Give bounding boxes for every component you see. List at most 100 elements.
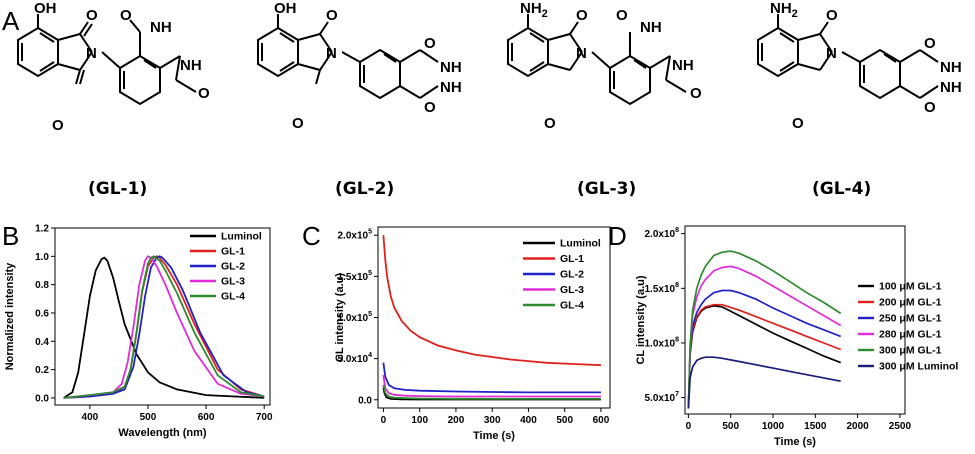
gl4-nh1: NH	[940, 59, 962, 76]
x-tick-label: 500	[556, 415, 573, 426]
x-tick-label: 0	[381, 415, 387, 426]
compound-label-gl-2: (GL-2)	[335, 179, 394, 199]
y-tick-label: 1.2	[35, 224, 49, 235]
legend-label: Luminol	[560, 238, 601, 250]
y-tick-label: 5.0x104	[338, 352, 373, 365]
gl4-o-top: O	[826, 7, 838, 24]
series-line-4	[382, 374, 601, 398]
gl1-o-ring2: O	[198, 85, 210, 102]
legend-label: GL-4	[221, 291, 245, 303]
gl4-nh2: NH	[940, 79, 962, 96]
x-axis-label: Wavelength (nm)	[118, 427, 207, 439]
gl2-o-1: O	[424, 35, 436, 52]
gl3-o-ring: O	[616, 7, 628, 24]
x-tick-label: 300	[484, 415, 501, 426]
gl1-o-top: O	[86, 7, 98, 24]
structure-gl-3: NH2 O O N O NH NH O	[507, 0, 702, 132]
series-line-2	[687, 303, 842, 409]
gl1-substituent: OH	[34, 0, 57, 17]
legend-label: 300 μM GL-1	[879, 345, 942, 357]
gl4-o-2: O	[924, 99, 936, 116]
series-line-5	[63, 255, 265, 399]
plot-frame	[684, 225, 906, 415]
gl1-nh1: NH	[150, 19, 172, 36]
y-tick-label: 2.0x108	[645, 227, 680, 240]
compound-label-gl-4: (GL-4)	[812, 179, 871, 199]
gl4-n: N	[826, 45, 837, 62]
structure-gl-1: OH O O N O NH NH O	[17, 0, 210, 134]
chart-b-emission-spectra: 400 500 600 700 0.0 0.2 0.4 0.6 0.8 1.0 1.2 Wavelen…	[4, 224, 273, 440]
x-tick-label: 600	[593, 415, 610, 426]
x-tick-label: 700	[256, 412, 273, 423]
series-line-4	[687, 265, 842, 409]
gl3-o-top: O	[576, 7, 588, 24]
gl4-substituent: NH2	[770, 0, 798, 20]
gl1-nh2: NH	[180, 57, 202, 74]
x-tick-label: 100	[411, 415, 428, 426]
plot-frame	[54, 227, 271, 406]
structure-gl-2: OH O O N O O NH NH	[257, 0, 462, 132]
series-line-3	[382, 362, 601, 394]
gl1-o-bottom: O	[52, 117, 64, 134]
legend-label: GL-4	[560, 300, 584, 312]
legend-label: 280 μM GL-1	[879, 329, 942, 341]
x-tick-label: 1500	[804, 421, 827, 432]
chart-c-cl-kinetics: 0 100 200 300 400 500 600 0.0 5.0x104 1.0x105 1.5x…	[334, 226, 611, 442]
x-tick-label: 600	[198, 412, 215, 423]
gl2-nh1: NH	[440, 59, 462, 76]
legend-label: GL-3	[560, 284, 584, 296]
y-tick-label: 0.0	[35, 393, 49, 404]
compound-label-gl-1: (GL-1)	[88, 179, 147, 199]
y-tick-label: 1.5x105	[338, 270, 373, 283]
x-tick-label: 2000	[846, 421, 869, 432]
legend-label: 300 μM Luminol	[879, 361, 958, 373]
gl3-o-bottom: O	[544, 115, 556, 132]
y-tick-label: 1.0	[35, 252, 49, 263]
gl2-o-2: O	[424, 99, 436, 116]
gl3-substituent: NH2	[520, 0, 548, 20]
x-tick-label: 500	[722, 421, 739, 432]
y-tick-label: 2.0x105	[338, 229, 373, 242]
gl3-o-ring2: O	[690, 85, 702, 102]
gl1-o-ring: O	[120, 7, 132, 24]
y-tick-label: 5.0x107	[645, 391, 680, 404]
chart-d-cl-concentration: 0 500 1000 1500 2000 2500 5.0x107 1.0x108 1.5x10…	[635, 225, 958, 448]
x-tick-label: 500	[140, 412, 157, 423]
y-tick-label: 0.8	[35, 280, 49, 291]
series-line-2	[382, 235, 601, 367]
gl2-o-top: O	[326, 7, 338, 24]
x-axis-label: Time (s)	[473, 430, 515, 442]
x-tick-label: 200	[448, 415, 465, 426]
legend-label: GL-2	[560, 269, 584, 281]
x-tick-label: 400	[520, 415, 537, 426]
x-tick-label: 400	[82, 412, 99, 423]
legend-label: 200 μM GL-1	[879, 297, 942, 309]
y-tick-label: 0.4	[35, 337, 49, 348]
y-tick-label: 1.0x105	[338, 311, 373, 324]
gl2-substituent: OH	[274, 0, 297, 17]
gl4-o-1: O	[924, 35, 936, 52]
panel-letter-b: B	[2, 221, 19, 251]
legend-label: Luminol	[221, 231, 262, 243]
x-axis-label: Time (s)	[774, 436, 816, 448]
series-line-5	[687, 250, 842, 409]
series-line-3	[687, 289, 842, 409]
y-tick-label: 1.0x108	[645, 336, 680, 349]
structure-gl-4: NH2 O O N O O NH NH	[757, 0, 962, 132]
gl1-n: N	[86, 45, 97, 62]
legend-label: GL-1	[221, 246, 245, 258]
gl2-n: N	[326, 45, 337, 62]
panel-letter-a: A	[2, 6, 20, 36]
gl2-nh2: NH	[440, 79, 462, 96]
series-line-6	[687, 356, 841, 409]
series-line-4	[63, 255, 265, 399]
gl3-nh1: NH	[640, 19, 662, 36]
series-line-5	[382, 384, 601, 400]
legend-label: GL-1	[560, 253, 584, 265]
panel-letter-d: D	[608, 221, 627, 251]
gl2-o-bottom: O	[292, 115, 304, 132]
y-axis-label: Normalized intensity	[4, 262, 16, 370]
y-axis-label: CL intensity (a.u)	[635, 275, 647, 364]
x-tick-label: 0	[686, 421, 692, 432]
